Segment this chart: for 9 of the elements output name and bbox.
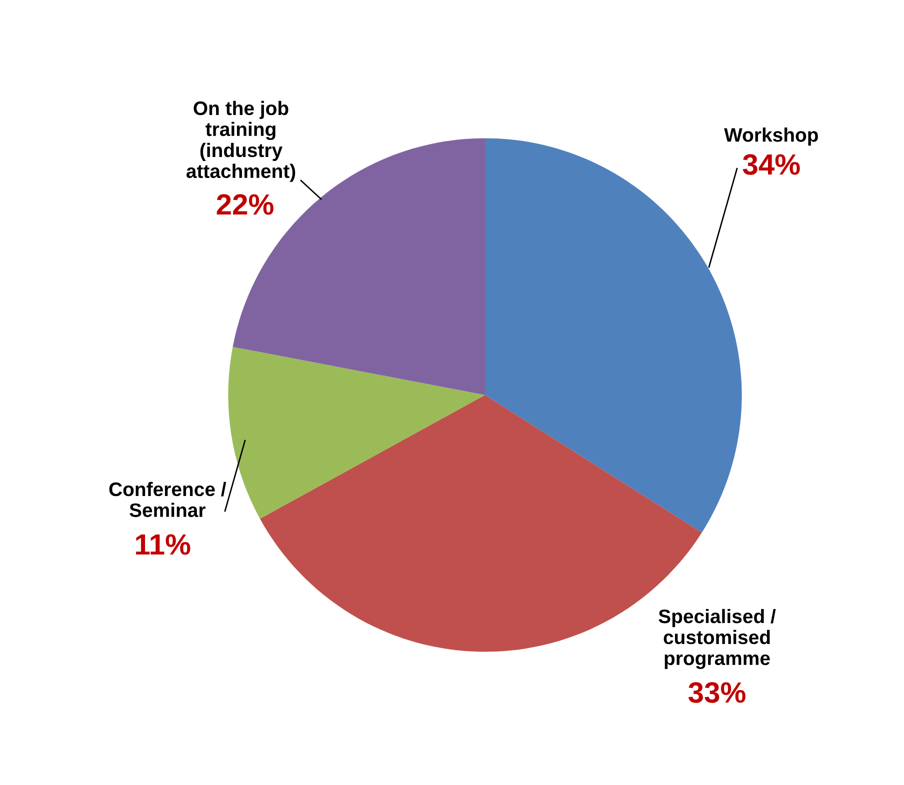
- slice-label: Specialised / customised programme: [658, 608, 776, 670]
- slice-label: Conference / Seminar: [109, 482, 226, 518]
- data-label: 34%: [742, 154, 800, 175]
- pie-slice: [228, 346, 485, 519]
- slice-label: Workshop: [724, 128, 818, 146]
- data-label: 33%: [688, 682, 746, 703]
- data-label: 22%: [216, 194, 274, 215]
- data-label: 11%: [136, 534, 190, 555]
- slice-label: On the job training (industry attachment): [186, 100, 296, 182]
